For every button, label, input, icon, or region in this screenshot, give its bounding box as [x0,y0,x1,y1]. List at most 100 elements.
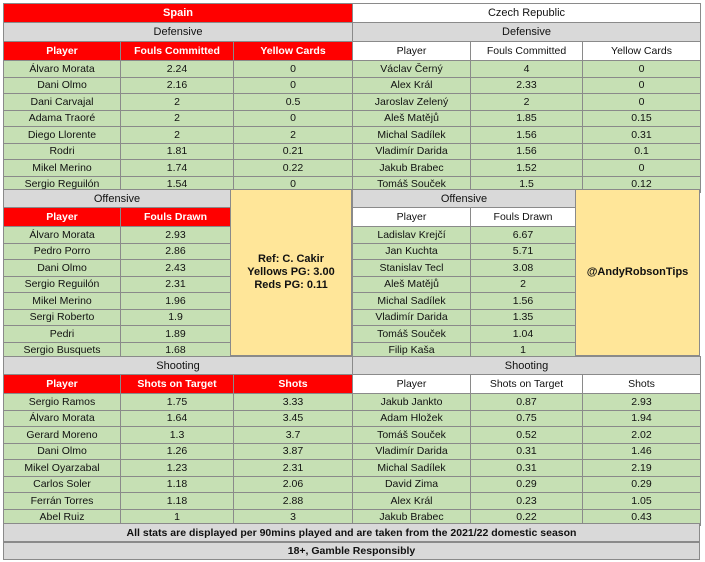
table-row: Jakub Brabec 0.22 0.43 [352,508,701,526]
table-row: Dani Olmo 1.26 3.87 [3,442,353,460]
player-name-cell: Mikel Merino [3,292,121,310]
player-name-cell: Ladislav Krejčí [352,226,471,244]
table-row: David Zima 0.29 0.29 [352,475,701,493]
stat-cell: 1.26 [120,442,234,460]
referee-box: Ref: C. Cakir Yellows PG: 3.00 Reds PG: … [230,189,352,356]
col-header: Shots [582,374,701,394]
stat-cell: 1.56 [470,292,576,310]
table-row: Stanislav Tecl 3.08 [352,259,576,277]
czech-defensive-table: Czech Republic Defensive Player Fouls Co… [352,3,701,193]
stat-cell: 2.33 [470,76,583,94]
col-header: Player [352,41,471,61]
stat-cell: 1.85 [470,109,583,127]
stat-cell: 2 [470,93,583,111]
table-row: Tomáš Souček 0.52 2.02 [352,426,701,444]
stat-cell: 0 [232,109,354,127]
stat-cell: 2.24 [120,60,234,78]
stat-cell: 1 [470,341,576,359]
player-name-cell: Filip Kaša [352,341,471,359]
stat-cell: 1.54 [120,175,234,193]
stat-cell: 3.45 [233,409,353,427]
table-row: Mikel Oyarzabal 1.23 2.31 [3,459,353,477]
col-header: Fouls Drawn [470,207,576,227]
stat-cell: 2 [470,275,576,293]
table-row: Václav Černý 4 0 [352,60,701,78]
table-row: Pedro Porro 2.86 [3,242,231,260]
stat-cell: 0.52 [470,426,583,444]
table-row: Michal Sadílek 0.31 2.19 [352,459,701,477]
player-name-cell: Alex Král [352,76,471,94]
table-row: Jaroslav Zelený 2 0 [352,93,701,111]
table-row: Álvaro Morata 2.24 0 [3,60,354,78]
player-name-cell: Mikel Merino [3,159,121,177]
stat-cell: 0.75 [470,409,583,427]
table-row: Ladislav Krejčí 6.67 [352,226,576,244]
table-row: Adama Traoré 2 0 [3,109,354,127]
table-row: Álvaro Morata 1.64 3.45 [3,409,353,427]
stat-cell: 3.7 [233,426,353,444]
player-name-cell: Dani Olmo [3,259,121,277]
stat-cell: 2.02 [582,426,701,444]
player-name-cell: Rodri [3,142,121,160]
stat-cell: 1.9 [120,308,231,326]
player-name-cell: Michal Sadílek [352,126,471,144]
player-name-cell: Álvaro Morata [3,409,121,427]
player-name-cell: Mikel Oyarzabal [3,459,121,477]
section-title: Shooting [3,356,353,375]
spain-offensive-table: Offensive Player Fouls Drawn Álvaro Mora… [3,189,231,359]
table-row: Filip Kaša 1 [352,341,576,359]
stats-note: All stats are displayed per 90mins playe… [3,523,700,542]
stat-cell: 0.29 [470,475,583,493]
col-header: Fouls Drawn [120,207,231,227]
table-row: Rodri 1.81 0.21 [3,142,354,160]
player-name-cell: Dani Carvajal [3,93,121,111]
table-row: Michal Sadílek 1.56 [352,292,576,310]
player-name-cell: Jaroslav Zelený [352,93,471,111]
player-name-cell: Sergio Reguilón [3,275,121,293]
player-name-cell: Pedro Porro [3,242,121,260]
stat-cell: 0.31 [470,459,583,477]
referee-yellows: Yellows PG: 3.00 [247,266,335,278]
table-row: Diego Llorente 2 2 [3,126,354,144]
table-row: Adam Hložek 0.75 1.94 [352,409,701,427]
stat-cell: 2.16 [120,76,234,94]
player-name-cell: Adam Hložek [352,409,471,427]
col-header: Shots [233,374,353,394]
stat-cell: 1.52 [470,159,583,177]
table-row: Dani Olmo 2.16 0 [3,76,354,94]
stat-cell: 1.3 [120,426,234,444]
player-name-cell: Alex Král [352,492,471,510]
table-row: Sergio Busquets 1.68 [3,341,231,359]
table-row: Vladimír Darida 0.31 1.46 [352,442,701,460]
team-title-czech: Czech Republic [352,3,701,23]
stat-cell: 1.56 [470,126,583,144]
section-title: Offensive [3,189,231,208]
col-header: Yellow Cards [232,41,354,61]
stat-cell: 1.04 [470,325,576,343]
stat-cell: 0 [582,76,701,94]
player-name-cell: Aleš Matějů [352,109,471,127]
table-row: Pedri 1.89 [3,325,231,343]
table-row: Gerard Moreno 1.3 3.7 [3,426,353,444]
player-name-cell: Stanislav Tecl [352,259,471,277]
table-row: Carlos Soler 1.18 2.06 [3,475,353,493]
stat-cell: 1.81 [120,142,234,160]
player-name-cell: Pedri [3,325,121,343]
stat-cell: 0.29 [582,475,701,493]
player-name-cell: Dani Olmo [3,76,121,94]
stat-cell: 2.06 [233,475,353,493]
stat-cell: 0 [582,159,701,177]
player-name-cell: Michal Sadílek [352,292,471,310]
table-row: Sergio Ramos 1.75 3.33 [3,393,353,411]
stat-cell: 2 [120,109,234,127]
stat-cell: 0.31 [582,126,701,144]
stat-cell: 1.89 [120,325,231,343]
player-name-cell: Diego Llorente [3,126,121,144]
stat-cell: 0 [232,76,354,94]
stat-cell: 1.46 [582,442,701,460]
col-header: Shots on Target [470,374,583,394]
stat-cell: 3.08 [470,259,576,277]
player-name-cell: Álvaro Morata [3,60,121,78]
col-header: Fouls Committed [470,41,583,61]
table-row: Michal Sadílek 1.56 0.31 [352,126,701,144]
